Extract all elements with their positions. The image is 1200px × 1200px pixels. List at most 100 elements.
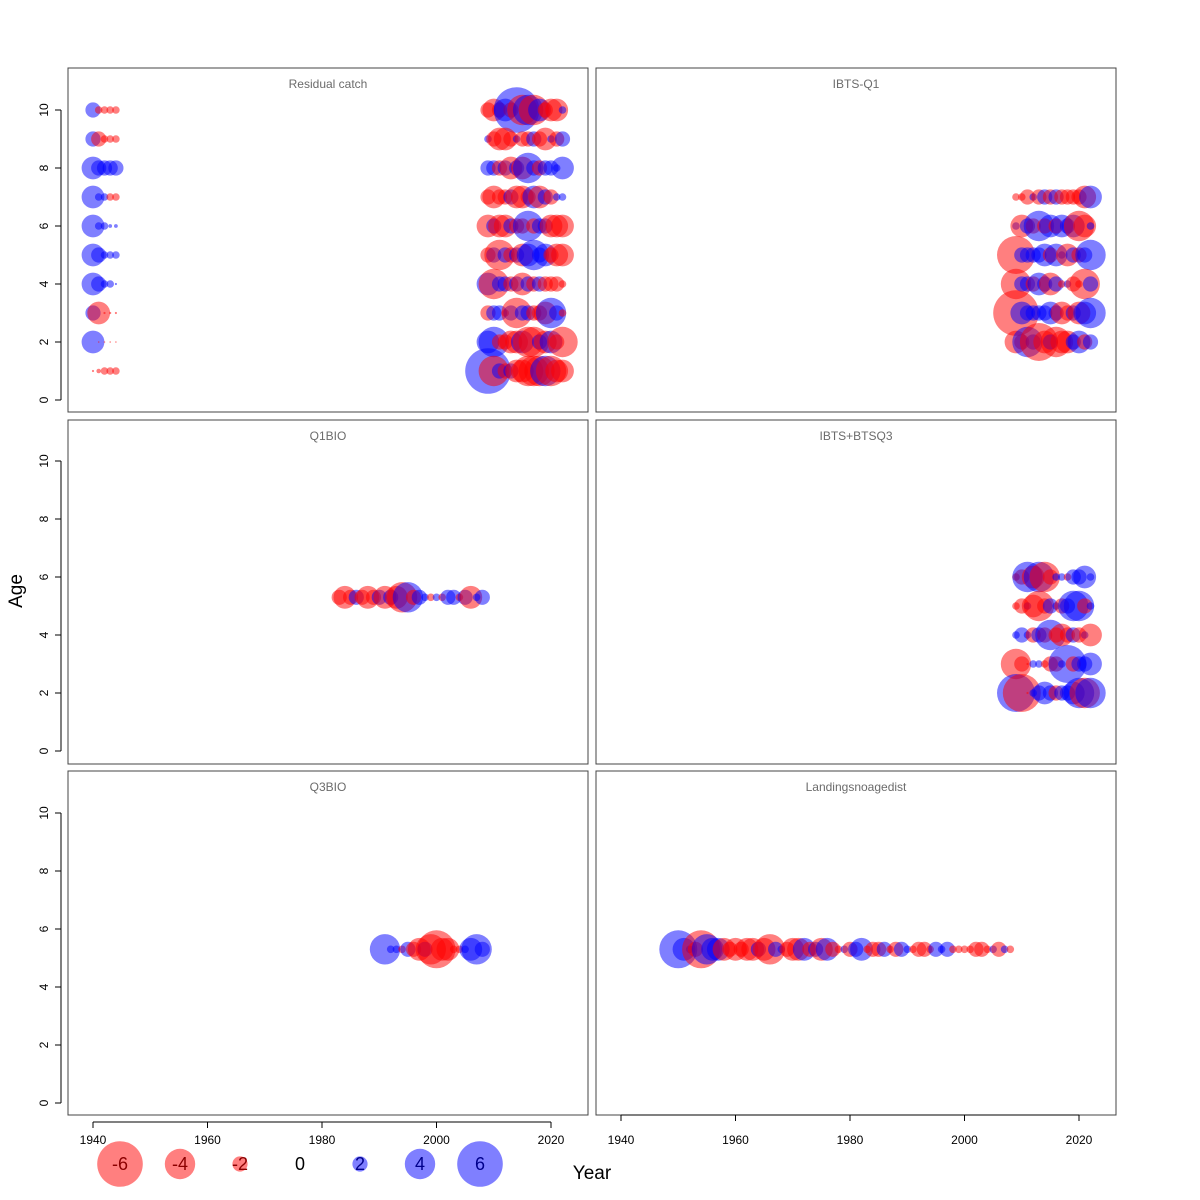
bubble <box>94 222 103 230</box>
bubble <box>1086 222 1095 230</box>
bubble <box>552 193 561 201</box>
axes: 0 2 4 6 8 10 0 2 4 6 8 10 0 2 4 6 8 10 1940 1960 1980 2000 202… <box>37 103 1093 1147</box>
bubble <box>955 945 963 954</box>
bubble <box>876 941 892 957</box>
legend-item: -4 <box>164 1148 196 1180</box>
bubble <box>1075 239 1106 271</box>
legend-label: 0 <box>295 1154 305 1174</box>
bubble <box>85 102 101 118</box>
bubble <box>91 247 107 263</box>
panel-frame <box>67 67 589 413</box>
bubble <box>94 106 103 114</box>
bubble <box>436 937 460 961</box>
y-tick-label: 8 <box>37 515 51 522</box>
legend-bubble <box>164 1148 196 1180</box>
legend-label: 4 <box>415 1154 425 1174</box>
panel-frame <box>595 419 1117 765</box>
y-axis: 0 2 4 6 8 10 <box>37 806 62 1106</box>
bubble <box>100 106 109 114</box>
bubble <box>81 330 105 354</box>
x-tick-label: 2000 <box>423 1133 450 1147</box>
bubble <box>1019 189 1036 205</box>
y-tick-label: 0 <box>37 747 51 754</box>
bubble <box>1035 660 1043 668</box>
bubble <box>545 98 569 122</box>
y-tick-label: 4 <box>37 983 51 990</box>
bubble <box>558 193 567 201</box>
bubble <box>551 359 574 383</box>
panel-frame <box>595 67 1117 413</box>
y-tick-label: 10 <box>37 103 51 117</box>
bubble <box>411 589 427 605</box>
x-axis: 1940 1960 1980 2000 2020 <box>80 1121 565 1147</box>
bubble <box>100 367 109 375</box>
legend-item: 6 <box>457 1141 503 1187</box>
bubbles <box>331 582 490 613</box>
x-tick-label: 1960 <box>194 1133 221 1147</box>
y-tick-label: 10 <box>37 454 51 468</box>
legend-bubble <box>97 1141 143 1187</box>
bubble <box>850 937 873 961</box>
bubble <box>960 945 969 954</box>
bubble <box>114 311 117 315</box>
bubble <box>1079 185 1102 209</box>
bubble <box>1082 334 1099 350</box>
bubble <box>551 156 574 180</box>
bubble <box>108 160 124 176</box>
legend-label: -6 <box>112 1154 128 1174</box>
y-axis-title: Age <box>6 574 27 608</box>
y-tick-label: 4 <box>37 280 51 287</box>
y-tick-label: 10 <box>37 806 51 820</box>
x-tick-label: 2000 <box>951 1133 978 1147</box>
bubble <box>81 214 105 238</box>
bubble <box>503 131 519 147</box>
bubbles <box>993 185 1106 361</box>
bubble <box>112 367 120 375</box>
panel-residual-catch: Residual catch <box>67 67 589 413</box>
bubble <box>87 301 111 325</box>
legend-bubble <box>404 1148 436 1180</box>
y-axis: 0 2 4 6 8 10 <box>37 454 62 754</box>
legend-item: -2 <box>232 1154 248 1174</box>
bubble <box>114 282 117 286</box>
panel-title: IBTS+BTSQ3 <box>819 429 892 443</box>
bubbles <box>369 930 492 969</box>
bubble <box>1086 602 1095 610</box>
bubble <box>834 945 843 954</box>
bubble <box>106 280 114 288</box>
bubble <box>427 593 435 602</box>
bubble <box>1029 660 1037 668</box>
bubble <box>94 193 103 201</box>
bubble <box>459 585 483 609</box>
bubble <box>91 131 107 147</box>
bubble <box>386 945 395 954</box>
bubble <box>474 941 490 957</box>
bubble <box>115 341 117 343</box>
bubble <box>554 131 571 147</box>
bubble <box>97 341 100 343</box>
bubble <box>1014 627 1030 643</box>
panel-ibts-btsq3: IBTS+BTSQ3 <box>595 419 1117 765</box>
bubbles <box>659 930 1015 969</box>
bubble <box>81 185 105 209</box>
bubble <box>100 222 109 230</box>
legend-bubble <box>232 1156 248 1172</box>
bubble <box>96 368 101 374</box>
panel-q3bio: Q3BIO <box>67 770 589 1116</box>
bubble <box>106 135 114 143</box>
legend-label: 2 <box>355 1154 365 1174</box>
bubble <box>939 941 955 957</box>
x-tick-label: 1940 <box>80 1133 107 1147</box>
bubble <box>1000 945 1009 954</box>
bubble <box>100 193 109 201</box>
y-tick-label: 2 <box>37 689 51 696</box>
y-tick-label: 6 <box>37 573 51 580</box>
bubble <box>549 305 565 321</box>
bubble <box>1079 623 1102 647</box>
bubble <box>112 251 120 259</box>
bubble <box>106 106 114 114</box>
bubble <box>106 251 114 259</box>
x-axis: 1940 1960 1980 2000 2020 <box>608 1114 1093 1147</box>
panel-title: Q1BIO <box>310 429 347 443</box>
